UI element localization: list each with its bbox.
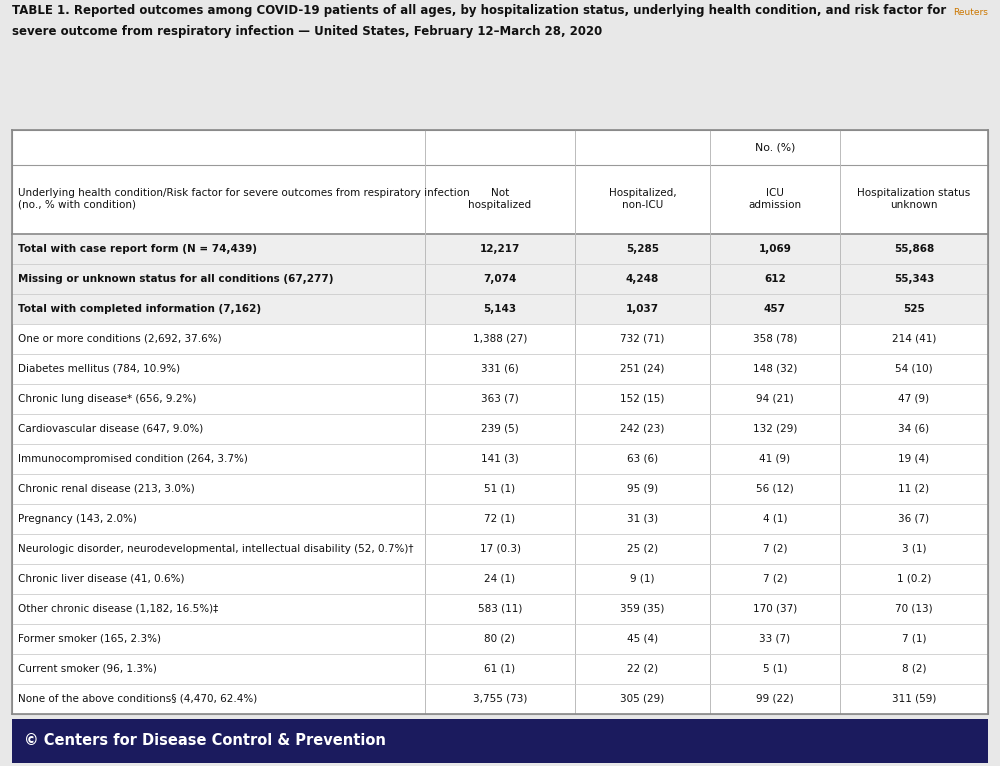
Text: Pregnancy (143, 2.0%): Pregnancy (143, 2.0%)	[18, 514, 137, 524]
Text: 7 (1): 7 (1)	[902, 634, 926, 644]
Text: 305 (29): 305 (29)	[620, 694, 665, 704]
Text: 54 (10): 54 (10)	[895, 364, 933, 374]
Text: 1 (0.2): 1 (0.2)	[897, 574, 931, 584]
Text: 358 (78): 358 (78)	[753, 334, 797, 344]
Text: 80 (2): 80 (2)	[484, 634, 516, 644]
Text: TABLE 1. Reported outcomes among COVID-19 patients of all ages, by hospitalizati: TABLE 1. Reported outcomes among COVID-1…	[12, 4, 946, 17]
Text: 7 (2): 7 (2)	[763, 574, 787, 584]
Text: severe outcome from respiratory infection — United States, February 12–March 28,: severe outcome from respiratory infectio…	[12, 25, 602, 38]
Text: 457: 457	[764, 303, 786, 313]
Text: 11 (2): 11 (2)	[898, 484, 930, 494]
Text: 251 (24): 251 (24)	[620, 364, 665, 374]
Text: Former smoker (165, 2.3%): Former smoker (165, 2.3%)	[18, 634, 161, 644]
Text: 34 (6): 34 (6)	[898, 424, 930, 434]
Text: © Centers for Disease Control & Prevention: © Centers for Disease Control & Preventi…	[24, 733, 386, 748]
Text: 242 (23): 242 (23)	[620, 424, 665, 434]
Text: 55,343: 55,343	[894, 273, 934, 283]
Text: 148 (32): 148 (32)	[753, 364, 797, 374]
Text: 45 (4): 45 (4)	[627, 634, 658, 644]
Text: 239 (5): 239 (5)	[481, 424, 519, 434]
Text: 63 (6): 63 (6)	[627, 453, 658, 463]
Text: 1,069: 1,069	[759, 244, 791, 254]
Text: Current smoker (96, 1.3%): Current smoker (96, 1.3%)	[18, 664, 157, 674]
Text: 51 (1): 51 (1)	[484, 484, 516, 494]
Text: Missing or unknown status for all conditions (67,277): Missing or unknown status for all condit…	[18, 273, 334, 283]
Text: 94 (21): 94 (21)	[756, 394, 794, 404]
Text: 3,755 (73): 3,755 (73)	[473, 694, 527, 704]
Text: One or more conditions (2,692, 37.6%): One or more conditions (2,692, 37.6%)	[18, 334, 222, 344]
Text: 5 (1): 5 (1)	[763, 664, 787, 674]
Text: Total with completed information (7,162): Total with completed information (7,162)	[18, 303, 261, 313]
Text: 31 (3): 31 (3)	[627, 514, 658, 524]
Text: 70 (13): 70 (13)	[895, 604, 933, 614]
Text: 363 (7): 363 (7)	[481, 394, 519, 404]
Text: 4,248: 4,248	[626, 273, 659, 283]
Text: 214 (41): 214 (41)	[892, 334, 936, 344]
Text: 311 (59): 311 (59)	[892, 694, 936, 704]
Text: Hospitalized,
non-ICU: Hospitalized, non-ICU	[609, 188, 676, 210]
Text: Hospitalization status
unknown: Hospitalization status unknown	[857, 188, 971, 210]
Text: 12,217: 12,217	[480, 244, 520, 254]
Text: 33 (7): 33 (7)	[759, 634, 791, 644]
Text: Chronic liver disease (41, 0.6%): Chronic liver disease (41, 0.6%)	[18, 574, 184, 584]
Text: 7 (2): 7 (2)	[763, 544, 787, 554]
Text: 41 (9): 41 (9)	[759, 453, 791, 463]
Text: 56 (12): 56 (12)	[756, 484, 794, 494]
Text: 99 (22): 99 (22)	[756, 694, 794, 704]
Text: 612: 612	[764, 273, 786, 283]
Text: 36 (7): 36 (7)	[898, 514, 930, 524]
Text: 95 (9): 95 (9)	[627, 484, 658, 494]
Text: Other chronic disease (1,182, 16.5%)‡: Other chronic disease (1,182, 16.5%)‡	[18, 604, 218, 614]
Text: 55,868: 55,868	[894, 244, 934, 254]
Text: 72 (1): 72 (1)	[484, 514, 516, 524]
Text: 7,074: 7,074	[483, 273, 517, 283]
Text: 1,037: 1,037	[626, 303, 659, 313]
Text: 25 (2): 25 (2)	[627, 544, 658, 554]
Text: 8 (2): 8 (2)	[902, 664, 926, 674]
Text: 19 (4): 19 (4)	[898, 453, 930, 463]
Text: Total with case report form (N = 74,439): Total with case report form (N = 74,439)	[18, 244, 257, 254]
Text: 732 (71): 732 (71)	[620, 334, 665, 344]
Text: Immunocompromised condition (264, 3.7%): Immunocompromised condition (264, 3.7%)	[18, 453, 248, 463]
Text: 17 (0.3): 17 (0.3)	[480, 544, 520, 554]
Text: Cardiovascular disease (647, 9.0%): Cardiovascular disease (647, 9.0%)	[18, 424, 203, 434]
Text: 22 (2): 22 (2)	[627, 664, 658, 674]
Text: 170 (37): 170 (37)	[753, 604, 797, 614]
Text: Underlying health condition/Risk factor for severe outcomes from respiratory inf: Underlying health condition/Risk factor …	[18, 188, 470, 210]
Text: 583 (11): 583 (11)	[478, 604, 522, 614]
Text: 152 (15): 152 (15)	[620, 394, 665, 404]
Text: 525: 525	[903, 303, 925, 313]
Text: Neurologic disorder, neurodevelopmental, intellectual disability (52, 0.7%)†: Neurologic disorder, neurodevelopmental,…	[18, 544, 414, 554]
Text: 359 (35): 359 (35)	[620, 604, 665, 614]
Text: 331 (6): 331 (6)	[481, 364, 519, 374]
Text: 141 (3): 141 (3)	[481, 453, 519, 463]
Text: 132 (29): 132 (29)	[753, 424, 797, 434]
Text: Diabetes mellitus (784, 10.9%): Diabetes mellitus (784, 10.9%)	[18, 364, 180, 374]
Text: 47 (9): 47 (9)	[898, 394, 930, 404]
Text: Reuters: Reuters	[953, 8, 988, 17]
Text: 5,285: 5,285	[626, 244, 659, 254]
Text: 61 (1): 61 (1)	[484, 664, 516, 674]
Text: 5,143: 5,143	[483, 303, 517, 313]
Text: None of the above conditions§ (4,470, 62.4%): None of the above conditions§ (4,470, 62…	[18, 694, 257, 704]
Text: 24 (1): 24 (1)	[484, 574, 516, 584]
Text: ICU
admission: ICU admission	[748, 188, 802, 210]
Text: 3 (1): 3 (1)	[902, 544, 926, 554]
Text: Not
hospitalized: Not hospitalized	[468, 188, 532, 210]
Text: Chronic renal disease (213, 3.0%): Chronic renal disease (213, 3.0%)	[18, 484, 195, 494]
Text: 9 (1): 9 (1)	[630, 574, 655, 584]
Text: 1,388 (27): 1,388 (27)	[473, 334, 527, 344]
Text: Chronic lung disease* (656, 9.2%): Chronic lung disease* (656, 9.2%)	[18, 394, 196, 404]
Text: No. (%): No. (%)	[755, 142, 795, 152]
Text: 4 (1): 4 (1)	[763, 514, 787, 524]
